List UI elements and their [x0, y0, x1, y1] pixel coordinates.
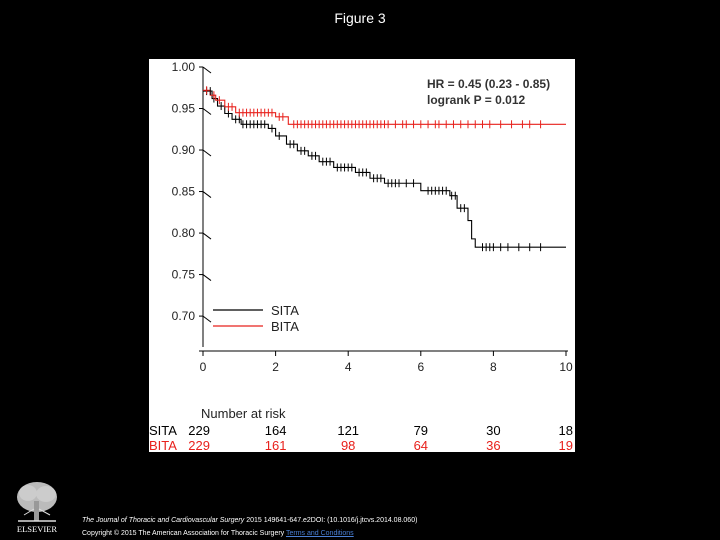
risk-row-label: BITA	[149, 438, 177, 452]
y-tick-mark-inner	[202, 191, 212, 198]
x-tick-label: 4	[345, 360, 352, 374]
km-curve-bita	[203, 89, 566, 125]
y-tick-label: 0.95	[172, 102, 196, 116]
y-tick-label: 0.85	[172, 185, 196, 199]
elsevier-tree-icon	[17, 482, 57, 522]
x-tick-label: 8	[490, 360, 497, 374]
risk-value: 164	[265, 423, 287, 438]
y-tick-label: 0.80	[172, 226, 196, 240]
terms-and-conditions-link[interactable]: Terms and Conditions	[285, 530, 354, 537]
risk-value: 229	[188, 423, 210, 438]
y-tick-label: 0.90	[172, 143, 196, 157]
risk-value: 18	[559, 423, 573, 438]
risk-value: 64	[414, 438, 428, 452]
risk-value: 161	[265, 438, 287, 452]
x-tick-label: 10	[559, 360, 573, 374]
y-tick-label: 0.70	[172, 309, 196, 323]
risk-value: 229	[188, 438, 210, 452]
y-tick-label: 0.75	[172, 268, 196, 282]
km-figure-panel: 1.00 0.95 0.90 0.85 0.80 0.75 0.70 0 2 4 6 8 10 HR …	[149, 59, 575, 452]
risk-table-title: Number at risk	[201, 406, 286, 421]
logrank-annotation: logrank P = 0.012	[427, 93, 525, 107]
y-tick-label: 1.00	[172, 60, 196, 74]
risk-value: 30	[486, 423, 500, 438]
legend-label-sita: SITA	[271, 303, 299, 318]
slide-title: Figure 3	[334, 10, 386, 26]
copyright-text: Copyright © 2015 The American Associatio…	[82, 530, 286, 537]
km-curve-sita	[203, 90, 566, 248]
y-tick-mark-inner	[202, 274, 212, 281]
elsevier-logo: ELSEVIER	[17, 482, 57, 534]
legend-label-bita: BITA	[271, 319, 299, 334]
risk-value: 121	[337, 423, 359, 438]
copyright-line: Copyright © 2015 The American Associatio…	[82, 529, 354, 539]
x-tick-label: 2	[272, 360, 279, 374]
risk-row-label: SITA	[149, 423, 177, 438]
y-tick-mark-inner	[202, 149, 212, 157]
x-tick-label: 0	[200, 360, 207, 374]
y-tick-mark-inner	[202, 66, 212, 74]
citation-line: The Journal of Thoracic and Cardiovascul…	[82, 516, 417, 526]
risk-value: 79	[414, 423, 428, 438]
y-tick-mark-inner	[202, 232, 212, 240]
risk-value: 19	[559, 438, 573, 452]
x-tick-label: 6	[417, 360, 424, 374]
journal-name: The Journal of Thoracic and Cardiovascul…	[82, 517, 245, 524]
citation-details: 2015 149641-647.e2DOI: (10.1016/j.jtcvs.…	[244, 517, 418, 524]
y-tick-mark-inner	[202, 315, 212, 323]
y-tick-mark-inner	[202, 108, 212, 115]
elsevier-wordmark: ELSEVIER	[17, 524, 57, 534]
risk-value: 36	[486, 438, 500, 452]
km-chart: 1.00 0.95 0.90 0.85 0.80 0.75 0.70 0 2 4 6 8 10 HR …	[149, 60, 573, 452]
risk-value: 98	[341, 438, 355, 452]
hr-annotation: HR = 0.45 (0.23 - 0.85)	[427, 77, 550, 91]
